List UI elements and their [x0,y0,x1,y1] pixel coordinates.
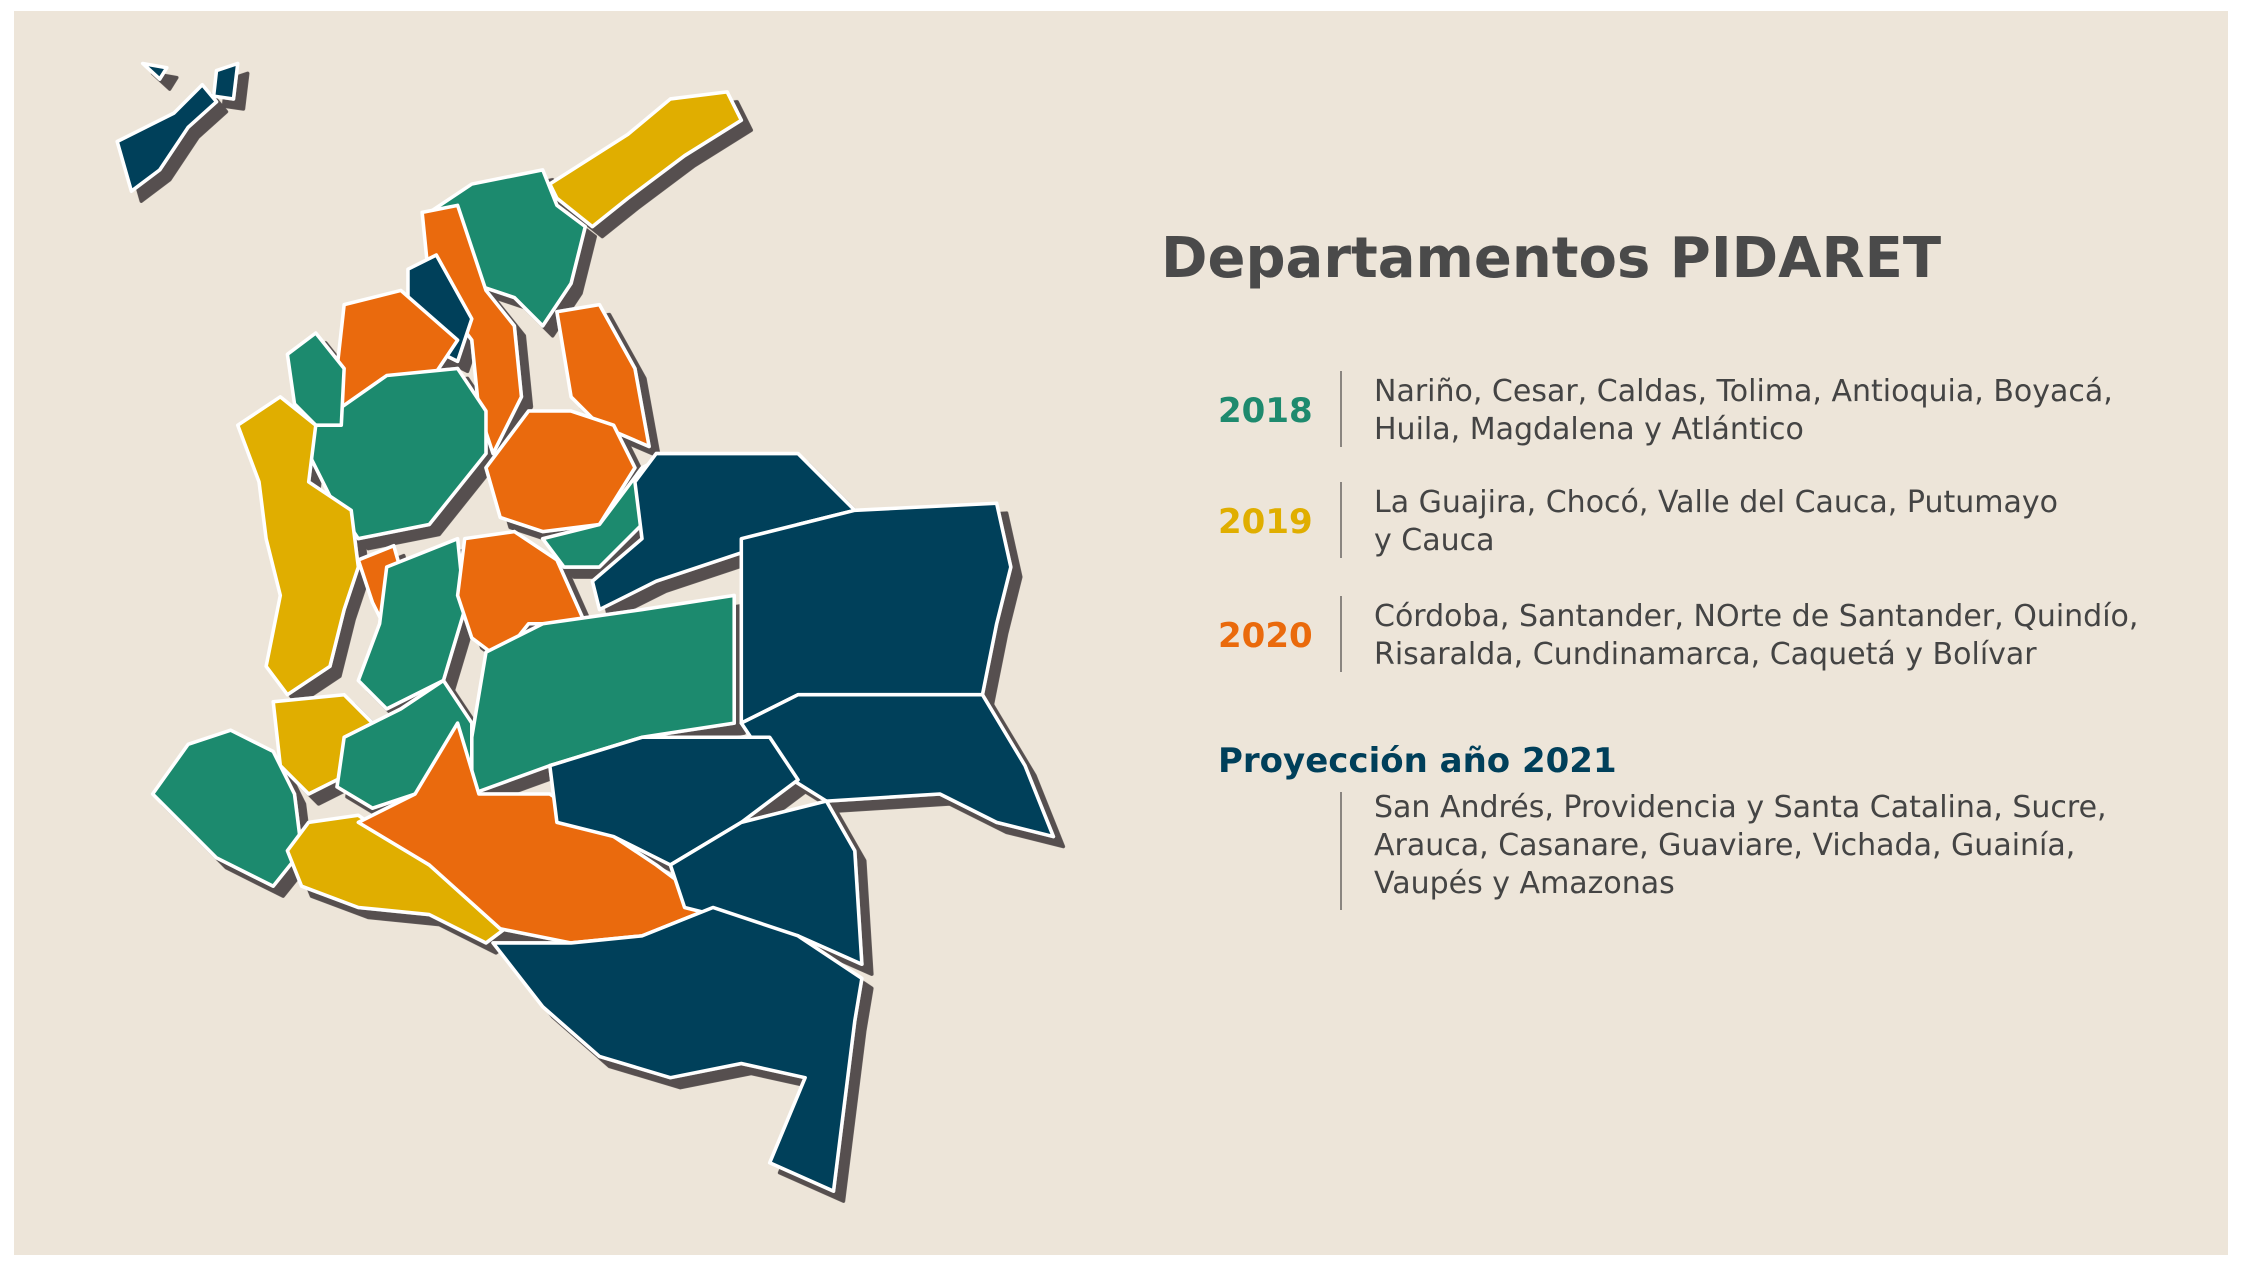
text-line: San Andrés, Providencia y Santa Catalina… [1374,790,2107,825]
region [739,501,1013,725]
department-list: Nariño, Cesar, Caldas, Tolima, Antioquia… [1374,373,2113,449]
panel: Departamentos PIDARET 2018 Nariño, Cesar,… [14,11,2228,1255]
title: Departamentos PIDARET [1161,226,1942,291]
text-line: Risaralda, Cundinamarca, Caquetá y Bolív… [1374,637,2037,672]
department-list: San Andrés, Providencia y Santa Catalina… [1374,789,2107,903]
year-label: 2018 [1218,391,1313,431]
island [115,82,219,193]
text-line: Vaupés y Amazonas [1374,866,1675,901]
projection-heading: Proyección año 2021 [1218,741,1617,781]
region [285,331,346,427]
text-line: Nariño, Cesar, Caldas, Tolima, Antioquia… [1374,374,2113,409]
island [211,61,240,101]
region [484,409,637,534]
departments [115,61,1056,1193]
text-line: La Guajira, Chocó, Valle del Cauca, Putu… [1374,485,2058,520]
region [455,529,588,662]
region [150,728,304,888]
divider [1340,482,1342,558]
divider [1340,371,1342,447]
divider [1340,792,1342,910]
text-line: Córdoba, Santander, NOrte de Santander, … [1374,599,2139,634]
year-label: 2019 [1218,502,1313,542]
map [115,61,1056,1193]
divider [1340,596,1342,672]
region [306,366,488,541]
text-line: Arauca, Casanare, Guaviare, Vichada, Gua… [1374,828,2076,863]
text-line: Huila, Magdalena y Atlántico [1374,412,1804,447]
region [590,451,857,612]
text-line: y Cauca [1374,523,1495,558]
region [548,90,744,229]
region [235,395,361,697]
region [739,692,1056,839]
region [555,302,651,449]
year-label: 2020 [1218,616,1313,656]
region [491,905,864,1193]
department-list: Córdoba, Santander, NOrte de Santander, … [1374,598,2138,674]
region [356,721,715,945]
region [356,536,467,711]
department-list: La Guajira, Chocó, Valle del Cauca, Putu… [1374,484,2058,560]
island [140,61,169,81]
